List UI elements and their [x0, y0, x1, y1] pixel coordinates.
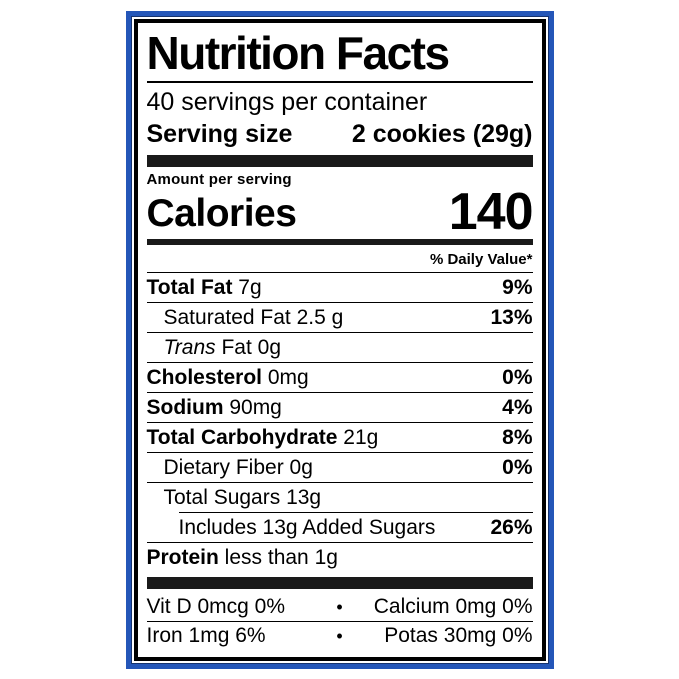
bullet-separator: •	[336, 596, 343, 617]
nutrient-dv: 8%	[502, 425, 533, 449]
calories-label: Calories	[146, 191, 297, 235]
nutrient-name: Includes 13g Added Sugars	[178, 515, 436, 539]
calories-value: 140	[448, 182, 534, 241]
row-total-sugars: Total Sugars 13g	[147, 483, 533, 512]
nutrient-dv: 9%	[502, 275, 533, 299]
serving-size-value: 2 cookies (29g)	[351, 119, 533, 148]
nutrient-dv: 4%	[502, 395, 533, 419]
row-total-carbohydrate: Total Carbohydrate 21g 8%	[146, 423, 533, 453]
nutrition-label: Nutrition Facts 40 servings per containe…	[133, 18, 546, 661]
row-iron-potassium: Iron 1mg 6% • Potas 30mg 0%	[147, 622, 533, 650]
serving-size-row: Serving size 2 cookies (29g)	[147, 118, 533, 150]
serving-size-label: Serving size	[146, 119, 293, 148]
nutrient-name: Sodium 90mg	[146, 395, 282, 419]
nutrient-dv: 13%	[490, 305, 533, 329]
thick-divider-bar	[146, 154, 533, 167]
servings-per-container: 40 servings per container	[146, 87, 428, 116]
daily-value-header: % Daily Value*	[146, 248, 533, 273]
nutrient-dv: 26%	[490, 515, 533, 539]
nutrient-name: Total Sugars 13g	[163, 485, 322, 509]
row-vitd-calcium: Vit D 0mcg 0% • Calcium 0mg 0%	[146, 593, 533, 622]
nutrition-facts-title: Nutrition Facts	[146, 28, 533, 83]
row-sodium: Sodium 90mg 4%	[146, 393, 533, 423]
row-trans-fat: Trans Fat 0g	[146, 333, 533, 363]
thick-divider-bar	[146, 576, 533, 589]
row-cholesterol: Cholesterol 0mg 0%	[146, 363, 533, 393]
indented-divider	[178, 511, 533, 513]
medium-divider-bar	[146, 238, 533, 245]
vitamin-d-value: Vit D 0mcg 0%	[146, 594, 286, 618]
nutrient-name: Saturated Fat 2.5 g	[163, 305, 344, 329]
row-total-fat: Total Fat 7g 9%	[146, 273, 533, 303]
nutrient-name: Total Fat 7g	[146, 275, 262, 299]
nutrition-label-blue-frame: Nutrition Facts 40 servings per containe…	[125, 10, 554, 669]
calories-row: Calories 140	[146, 182, 534, 241]
row-saturated-fat: Saturated Fat 2.5 g 13%	[146, 303, 533, 333]
row-dietary-fiber: Dietary Fiber 0g 0%	[146, 453, 533, 483]
nutrient-name: Dietary Fiber 0g	[163, 455, 313, 479]
calcium-value: Calcium 0mg 0%	[373, 594, 533, 618]
row-added-sugars: Includes 13g Added Sugars 26%	[146, 513, 533, 543]
row-protein: Protein less than 1g	[147, 543, 533, 572]
iron-value: Iron 1mg 6%	[146, 623, 266, 647]
nutrient-name: Protein less than 1g	[146, 545, 338, 569]
nutrient-name: Cholesterol 0mg	[146, 365, 309, 389]
potassium-value: Potas 30mg 0%	[384, 623, 533, 647]
bullet-separator: •	[336, 625, 343, 646]
nutrient-dv: 0%	[502, 455, 533, 479]
nutrient-name: Total Carbohydrate 21g	[146, 425, 379, 449]
nutrient-name: Trans Fat 0g	[163, 335, 282, 359]
nutrient-dv: 0%	[502, 365, 533, 389]
amount-per-serving-label: Amount per serving	[146, 170, 292, 188]
